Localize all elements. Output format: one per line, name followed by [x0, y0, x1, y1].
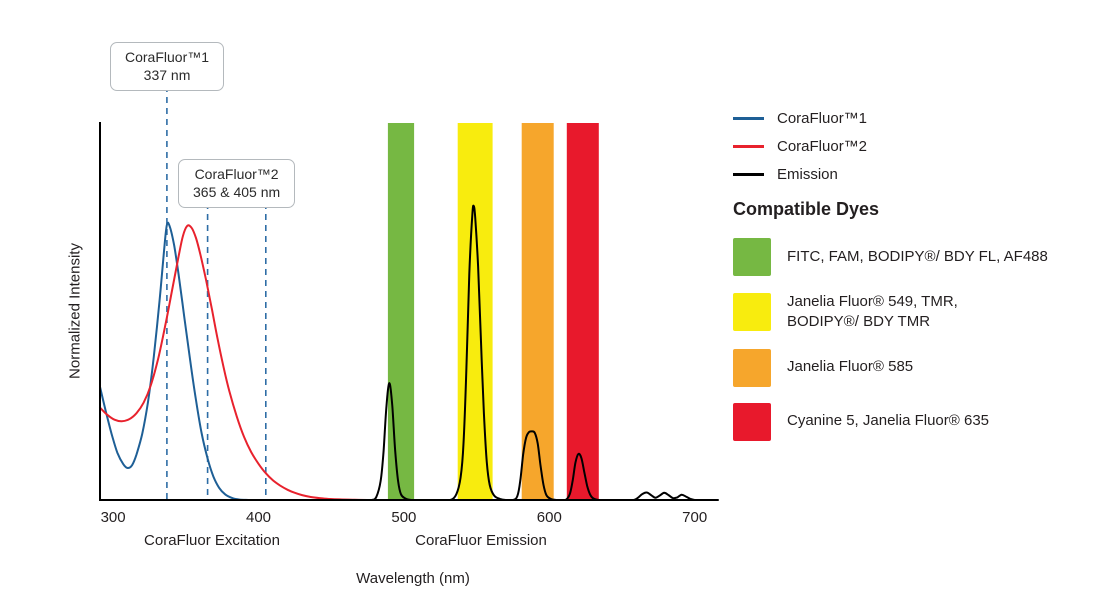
dye-label: FITC, FAM, BODIPY®/ BDY FL, AF488 — [787, 247, 1048, 265]
legend-line-swatch — [733, 144, 764, 148]
emission-filter-band-cy5-jf635-window — [566, 123, 599, 500]
legend-label: Emission — [777, 165, 838, 183]
curve-corafluor-1 — [99, 221, 250, 501]
compatible-dyes-panel: Compatible Dyes FITC, FAM, BODIPY®/ BDY … — [733, 199, 1093, 441]
x-tick-label-700: 700 — [682, 509, 707, 526]
legend-label: CoraFluor™2 — [777, 137, 868, 155]
x-section-label-2: CoraFluor Emission — [415, 532, 547, 549]
callout-value: 365 & 405 nm — [193, 184, 281, 201]
dye-color-swatch — [733, 402, 771, 441]
legend: CoraFluor™1 CoraFluor™2 Emission — [733, 109, 867, 193]
spectra-plot: 300 400 500 600 700 CoraFluor Excitation CoraF… — [99, 86, 719, 549]
compatible-dye-row-4: Cyanine 5, Janelia Fluor® 635 — [733, 402, 1093, 441]
compatible-dyes-list: FITC, FAM, BODIPY®/ BDY FL, AF488 Janelia… — [733, 238, 1093, 441]
curve-emission — [337, 204, 719, 502]
callout-value: 337 nm — [143, 67, 191, 84]
x-tick-label-300: 300 — [101, 509, 126, 526]
dye-label: Cyanine 5, Janelia Fluor® 635 — [787, 412, 990, 430]
curve-corafluor-2 — [99, 224, 369, 501]
dye-color-swatch — [733, 293, 771, 332]
legend-label: CoraFluor™1 — [777, 109, 868, 127]
x-section-label-1: CoraFluor Excitation — [144, 532, 280, 549]
x-tick-label-400: 400 — [246, 509, 271, 526]
x-tick-label-500: 500 — [391, 509, 416, 526]
compatible-dye-row-2: Janelia Fluor® 549, TMR, BODIPY®/ BDY TM… — [733, 292, 1093, 333]
dye-color-swatch — [733, 238, 771, 276]
dye-label: Janelia Fluor® 585 — [787, 358, 914, 376]
compatible-dye-row-1: FITC, FAM, BODIPY®/ BDY FL, AF488 — [733, 238, 1093, 276]
legend-item-emission: Emission — [733, 165, 867, 183]
dye-label: Janelia Fluor® 549, TMR, BODIPY®/ BDY TM… — [787, 293, 958, 331]
legend-item-corafluor-2: CoraFluor™2 — [733, 137, 867, 155]
x-tick-label-600: 600 — [537, 509, 562, 526]
compatible-dyes-heading: Compatible Dyes — [733, 199, 880, 219]
x-axis-title: Wavelength (nm) — [356, 570, 470, 587]
y-axis-label: Normalized Intensity — [66, 243, 84, 379]
legend-line-swatch — [733, 116, 764, 120]
legend-item-corafluor-1: CoraFluor™1 — [733, 109, 867, 127]
callout-title: CoraFluor™2 — [194, 166, 279, 182]
legend-line-swatch — [733, 172, 764, 176]
emission-filter-band-fitc-fam-window — [387, 123, 415, 500]
callout-corafluor1-337nm: CoraFluor™1 337 nm — [110, 42, 225, 91]
callout-title: CoraFluor™1 — [125, 49, 210, 65]
compatible-dye-row-3: Janelia Fluor® 585 — [733, 348, 1093, 387]
callout-corafluor2-365-405nm: CoraFluor™2 365 & 405 nm — [178, 159, 296, 208]
dye-color-swatch — [733, 348, 771, 387]
